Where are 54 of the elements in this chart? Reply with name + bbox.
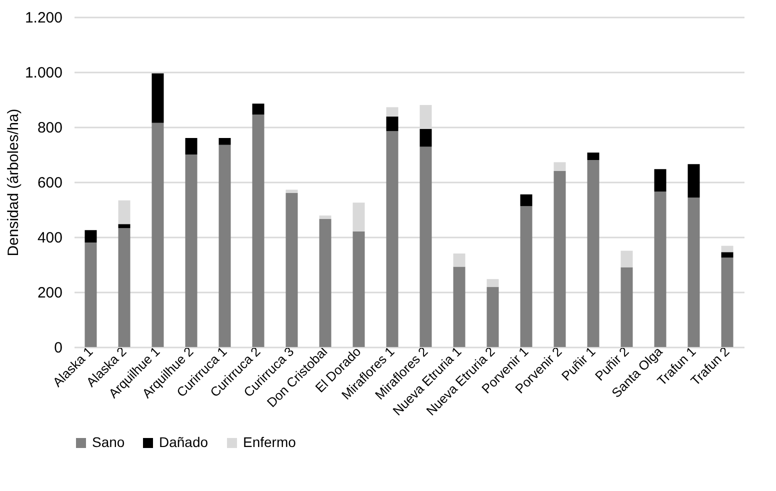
bar (84, 242, 97, 347)
bar (520, 206, 532, 347)
bar (620, 267, 633, 347)
bar (319, 218, 332, 347)
bar (152, 73, 164, 123)
y-tick-label: 800 (37, 120, 62, 136)
bar (286, 193, 298, 347)
y-axis-title: Densidad (árboles/ha) (4, 108, 22, 256)
bar (185, 154, 198, 347)
y-tick-label: 1.000 (24, 64, 62, 82)
bar (554, 162, 566, 171)
bar (118, 200, 130, 224)
bar (520, 194, 532, 206)
bar (420, 146, 432, 347)
bar (218, 138, 231, 145)
bar (118, 228, 130, 347)
bar (386, 116, 398, 132)
bar (420, 128, 432, 147)
bar (721, 252, 734, 258)
bar (688, 164, 700, 198)
legend-label: Dañado (159, 434, 208, 450)
bar (486, 287, 499, 347)
bar (554, 171, 566, 347)
bar (352, 232, 365, 347)
bar (654, 192, 666, 347)
bar (218, 144, 231, 347)
bar (352, 202, 365, 232)
bar (386, 107, 398, 117)
bar (185, 138, 198, 154)
y-tick-label: 1.200 (24, 10, 62, 26)
y-tick-label: 200 (37, 284, 62, 302)
bar (688, 198, 700, 347)
bar (252, 104, 264, 115)
bar (286, 190, 298, 193)
bar (620, 250, 633, 268)
bar (453, 266, 466, 347)
bar (654, 169, 666, 192)
bar (721, 246, 734, 252)
bar (319, 216, 332, 219)
bar (587, 160, 600, 347)
bar (84, 230, 97, 242)
bar (386, 131, 398, 347)
legend-label: Enfermo (243, 434, 296, 450)
y-tick-label: 400 (37, 230, 62, 246)
y-tick-label: 0 (54, 340, 62, 356)
bar (252, 114, 264, 347)
y-tick-label: 600 (37, 174, 62, 192)
bar (721, 258, 734, 347)
legend-label: Sano (92, 434, 125, 450)
bar (486, 279, 499, 288)
bar (587, 152, 600, 160)
bar (118, 224, 130, 228)
bar (152, 122, 164, 347)
bar (453, 254, 466, 267)
